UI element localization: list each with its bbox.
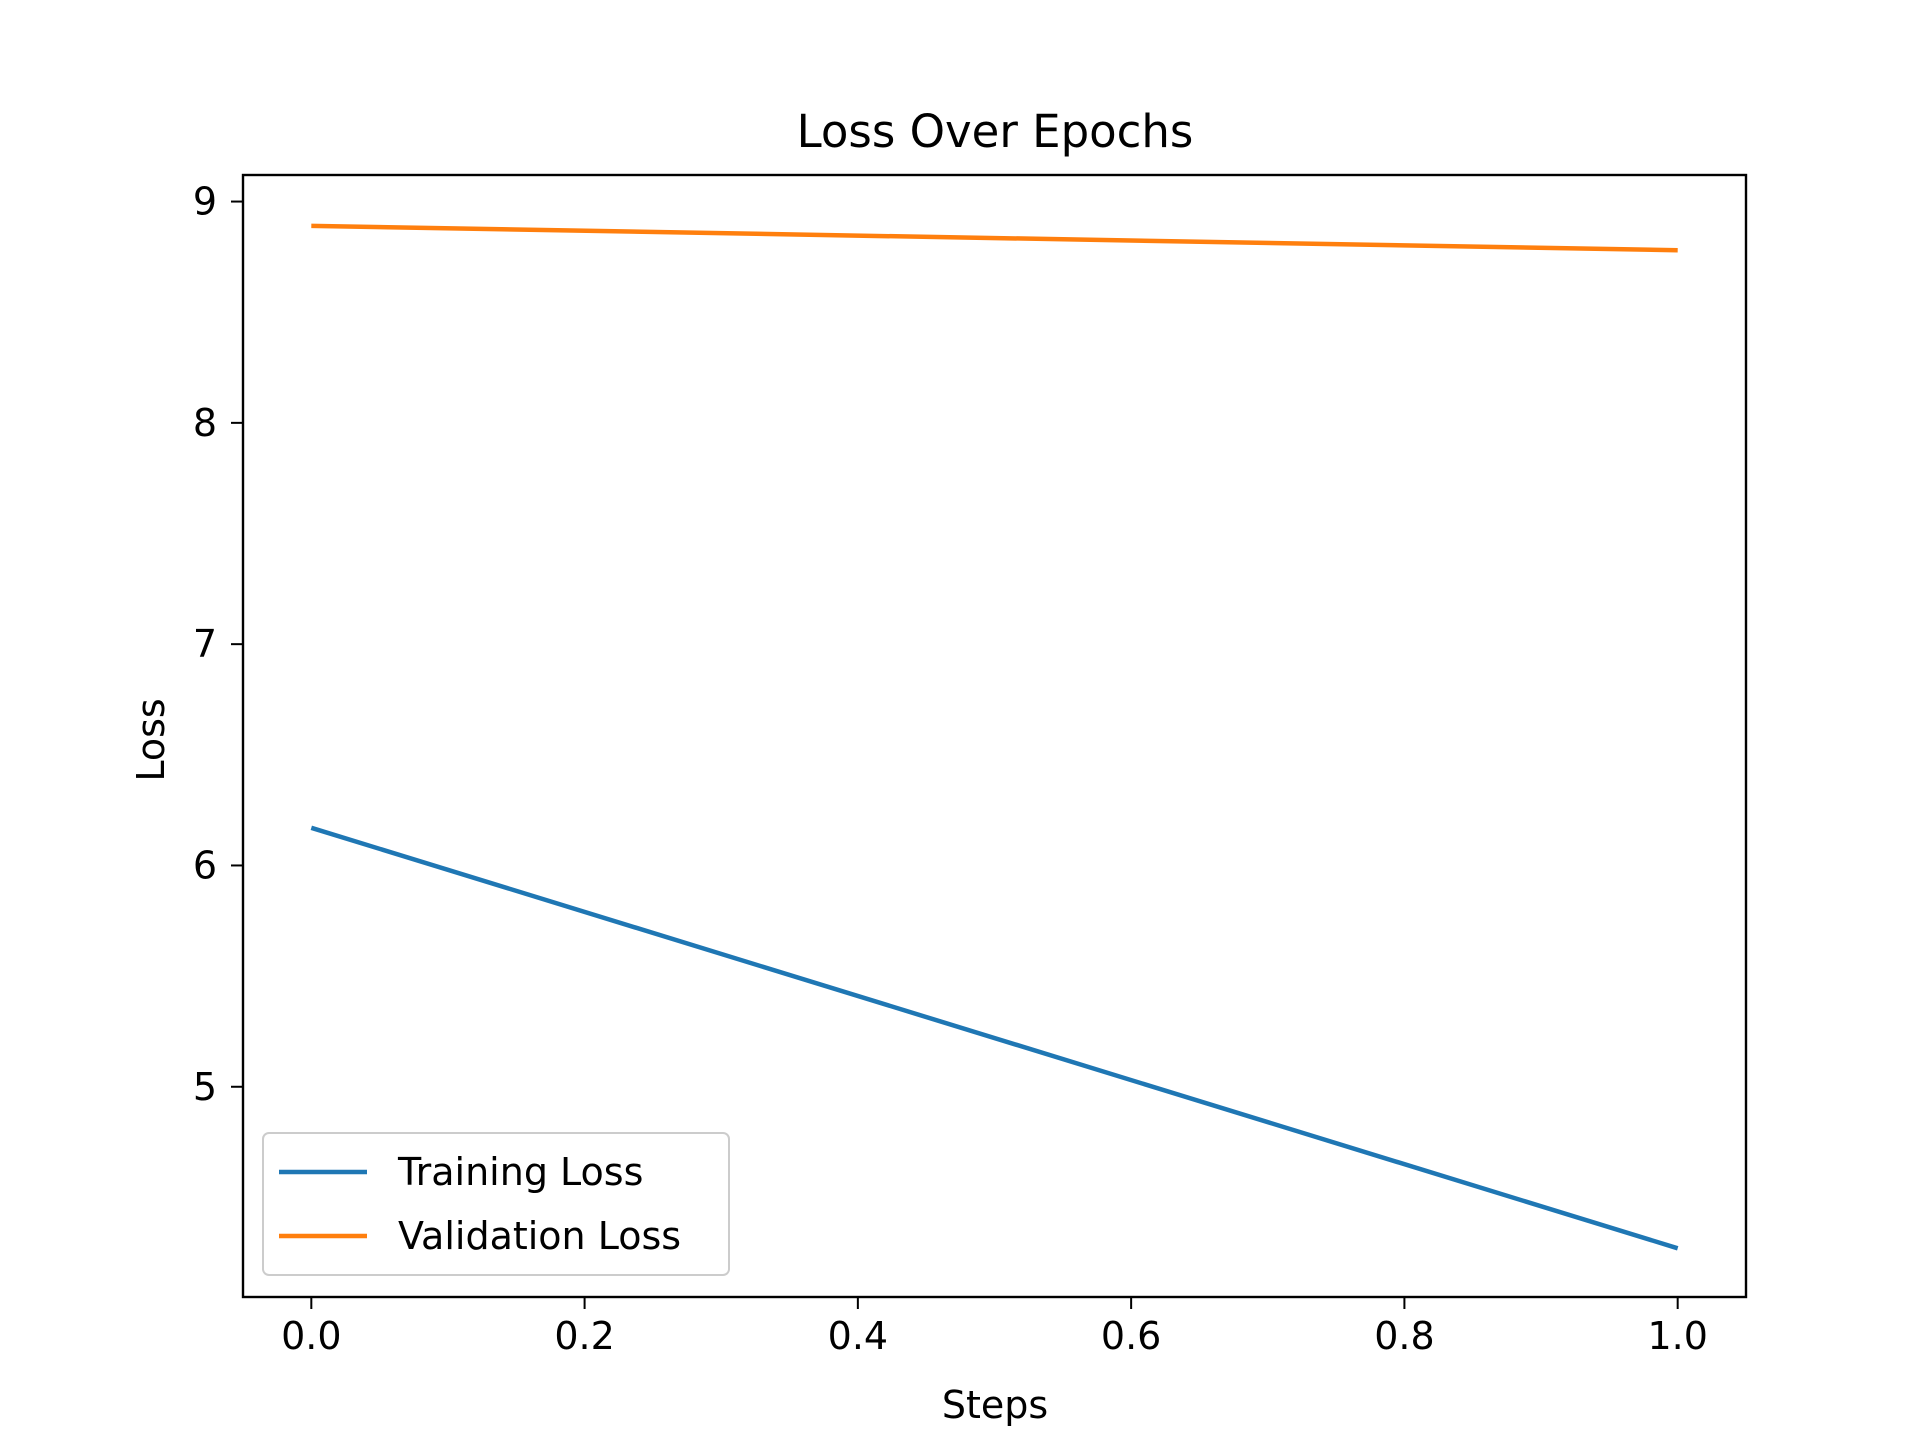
series-line-training-loss bbox=[310, 825, 1679, 1251]
y-tick-label: 5 bbox=[193, 1065, 217, 1109]
x-tick-label: 0.8 bbox=[1374, 1314, 1434, 1358]
y-tick-label: 8 bbox=[193, 401, 217, 445]
y-axis: 5 6 7 8 9 bbox=[193, 180, 243, 1109]
y-tick-label: 9 bbox=[193, 180, 217, 224]
series-line-validation-loss bbox=[311, 223, 1678, 253]
x-axis: 0.0 0.2 0.4 0.6 0.8 1.0 bbox=[281, 1297, 1708, 1358]
plot-frame bbox=[241, 173, 1748, 1299]
x-tick-label: 0.4 bbox=[828, 1314, 888, 1358]
x-axis-label: Steps bbox=[942, 1383, 1048, 1427]
legend-label-training-loss: Training Loss bbox=[397, 1150, 643, 1194]
x-tick-label: 1.0 bbox=[1647, 1314, 1707, 1358]
y-tick-label: 6 bbox=[193, 843, 217, 887]
y-axis-label: Loss bbox=[129, 698, 173, 781]
legend: Training Loss Validation Loss bbox=[262, 1132, 730, 1276]
x-tick-label: 0.2 bbox=[554, 1314, 614, 1358]
y-tick-label: 7 bbox=[193, 622, 217, 666]
legend-label-validation-loss: Validation Loss bbox=[398, 1214, 681, 1258]
legend-box bbox=[262, 1132, 730, 1276]
x-tick-label: 0.0 bbox=[281, 1314, 341, 1358]
chart-title: Loss Over Epochs bbox=[797, 105, 1194, 158]
plot-area bbox=[310, 223, 1679, 1251]
x-tick-label: 0.6 bbox=[1101, 1314, 1161, 1358]
